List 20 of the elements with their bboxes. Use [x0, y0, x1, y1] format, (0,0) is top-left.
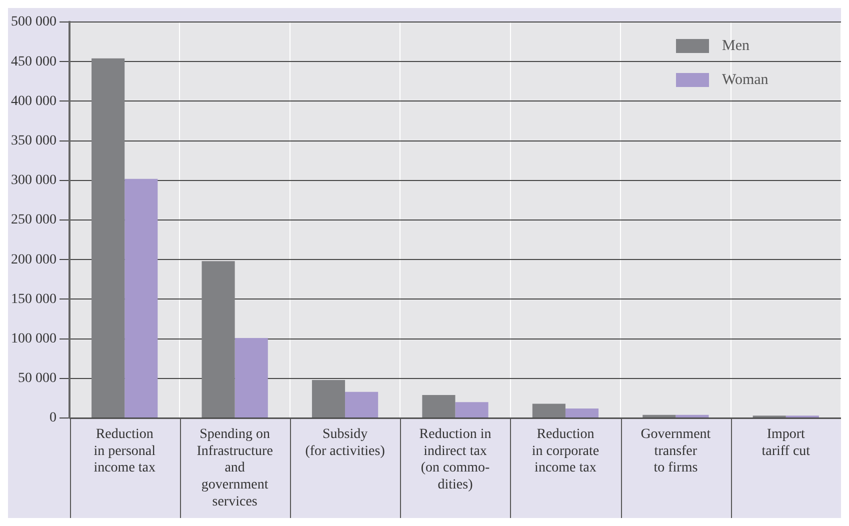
legend-label: Woman [722, 72, 769, 88]
y-tick-label: 450 000 [11, 54, 56, 70]
x-tick-label: Reduction in personal income tax [94, 427, 156, 476]
x-tick-label: Reduction in corporate income tax [532, 427, 600, 476]
legend-label: Men [722, 38, 750, 54]
y-tick-label: 350 000 [11, 133, 56, 148]
y-tick-label: 300 000 [11, 173, 56, 188]
y-tick-label: 100 000 [11, 331, 56, 346]
y-tick-label: 250 000 [11, 212, 56, 228]
x-tick-label: Subsidy (for activities) [305, 427, 386, 459]
x-tick-label: Government transfer to firms [640, 427, 711, 476]
x-tick-label: Import tariff cut [762, 427, 810, 459]
y-tick-label: 400 000 [11, 94, 56, 109]
y-tick-label: 200 000 [11, 252, 56, 268]
y-tick-label: 150 000 [11, 292, 56, 307]
y-tick-label: 500 000 [11, 14, 56, 30]
x-tick-label: Spending on Infrastructure and government services [196, 427, 273, 510]
y-tick-label: 50 000 [18, 371, 56, 386]
y-tick-label: 0 [50, 410, 56, 426]
x-tick-label: Reduction in indirect tax (on commo- dities) [419, 427, 492, 492]
